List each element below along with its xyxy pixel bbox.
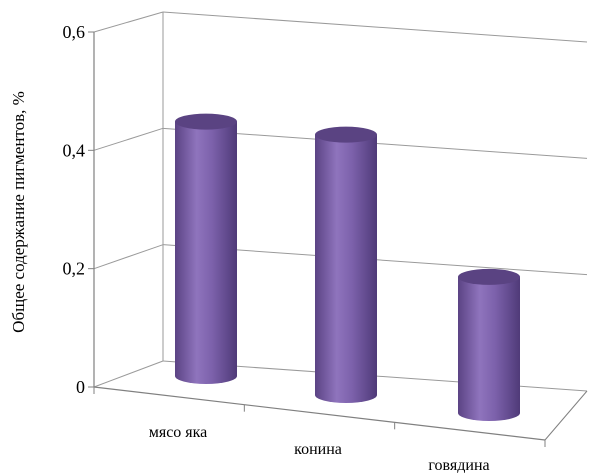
x-axis (93, 386, 546, 441)
x-tick-label: говядина (428, 457, 489, 474)
bar-2 (315, 126, 377, 403)
y-axis-title: Общее содержание пигментов, % (9, 91, 28, 333)
bar-top (315, 126, 377, 143)
y-tick-label: 0,4 (63, 140, 86, 160)
bar-top (175, 113, 237, 130)
grid-line-side (93, 11, 164, 33)
y-tick-label: 0,6 (63, 22, 86, 42)
bar-layer (175, 113, 520, 421)
grid-line-side (93, 127, 164, 151)
grid-line-side (93, 360, 164, 388)
bar-body (175, 121, 237, 384)
label-layer: 0 0,2 0,4 0,6 мясо яка конина говядина Общее со… (9, 22, 490, 474)
bar-body (315, 134, 377, 403)
bar-1 (175, 113, 237, 384)
grid-line-side (93, 244, 164, 270)
y-tick-label: 0 (76, 377, 85, 397)
x-tick-label: мясо яка (149, 424, 208, 441)
floor-right-edge (544, 390, 588, 441)
y-tick-label: 0,2 (63, 259, 86, 279)
bar-3 (458, 268, 520, 421)
x-tick-label: конина (294, 441, 342, 458)
grid-line-back (162, 11, 588, 43)
bar-top (458, 268, 520, 285)
bar-body (458, 276, 520, 421)
axis-layer (88, 12, 588, 447)
